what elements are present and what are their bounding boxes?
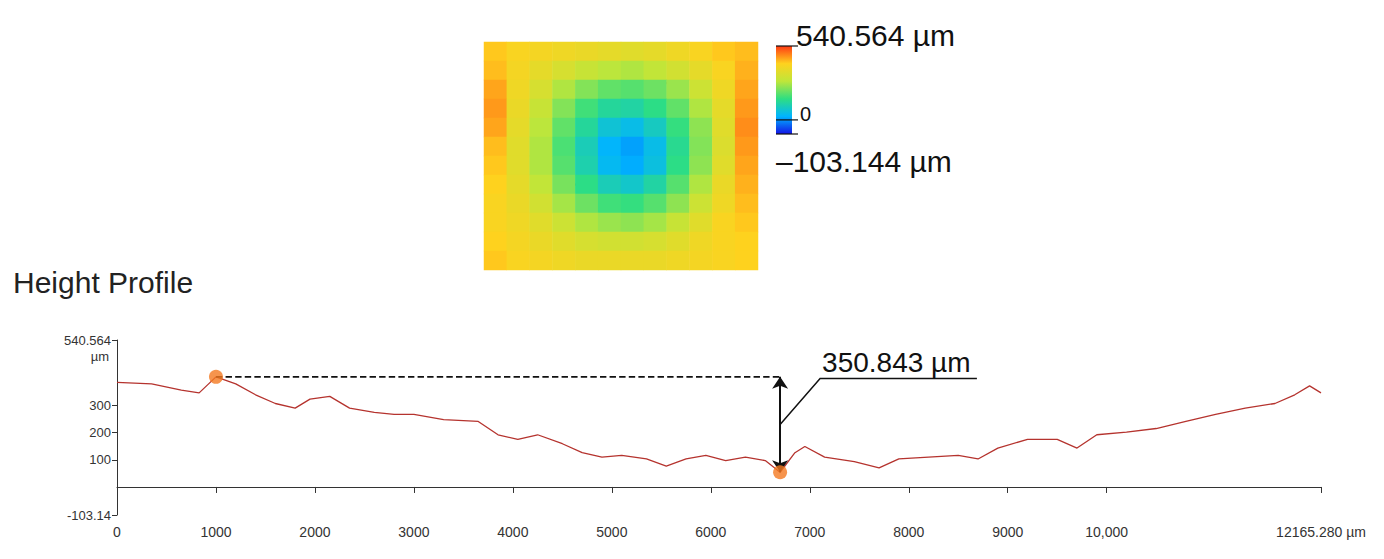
svg-text:350.843 µm: 350.843 µm (822, 347, 970, 378)
svg-text:7000: 7000 (794, 524, 825, 540)
svg-text:10,000: 10,000 (1085, 524, 1128, 540)
svg-text:–103.144 µm: –103.144 µm (776, 145, 952, 178)
svg-text:12165.280 µm: 12165.280 µm (1276, 524, 1366, 540)
svg-text:300: 300 (89, 398, 111, 413)
svg-text:0: 0 (113, 524, 121, 540)
svg-text:µm: µm (91, 349, 109, 364)
svg-text:540.564: 540.564 (64, 333, 111, 348)
svg-text:540.564 µm: 540.564 µm (796, 19, 955, 52)
svg-text:200: 200 (89, 425, 111, 440)
svg-text:100: 100 (89, 452, 111, 467)
svg-text:6000: 6000 (695, 524, 726, 540)
svg-text:-103.14: -103.14 (67, 508, 111, 523)
svg-text:5000: 5000 (596, 524, 627, 540)
svg-text:2000: 2000 (299, 524, 330, 540)
svg-text:Height Profile: Height Profile (13, 266, 193, 299)
svg-text:8000: 8000 (893, 524, 924, 540)
svg-text:3000: 3000 (398, 524, 429, 540)
svg-text:0: 0 (800, 103, 811, 125)
svg-text:1000: 1000 (200, 524, 231, 540)
svg-text:9000: 9000 (992, 524, 1023, 540)
svg-text:4000: 4000 (497, 524, 528, 540)
